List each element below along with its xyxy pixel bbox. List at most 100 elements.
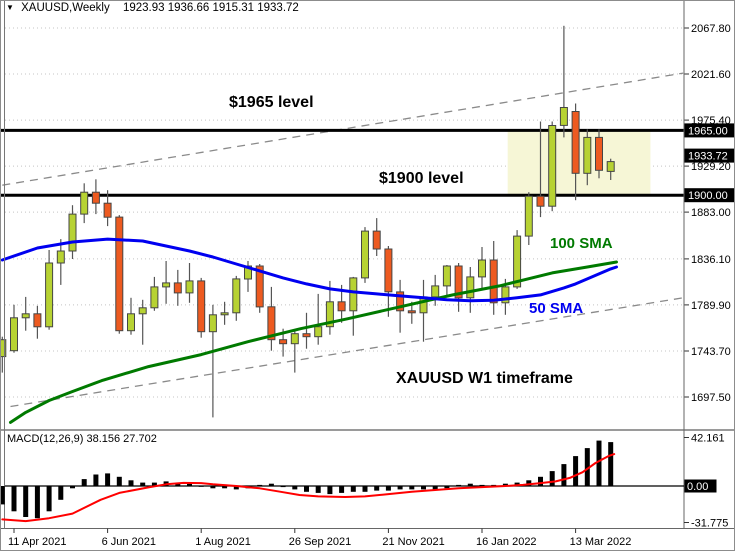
candle-body [314,326,323,338]
macd-histogram-bar [116,476,122,486]
candle [431,274,440,306]
macd-histogram-bar [502,483,508,486]
price-axis-label: 1929.20 [691,161,731,173]
candle-body [197,280,206,333]
level-price-label: 1900.00 [688,190,728,202]
macd-histogram-bar [81,479,87,486]
candle-body [454,265,463,299]
macd-histogram-bar [105,473,111,486]
candle [466,267,475,313]
sma50-line [0,237,618,303]
candle-body [138,307,147,315]
candle-body [267,306,276,341]
candle-body [548,125,557,207]
candle-body [571,111,580,174]
candle [115,215,124,334]
candle-body [583,136,592,174]
date-axis-label: 11 Apr 2021 [8,536,67,548]
candle-body [442,265,451,287]
price-axis-label: 1743.70 [691,346,731,358]
macd-histogram-bar [210,486,216,489]
candle [302,312,311,349]
candle-body [478,259,486,278]
candle-body [33,313,42,328]
level-price-label: 1965.00 [688,125,728,137]
candle-body [431,285,440,298]
macd-histogram-bar [187,483,192,486]
macd-histogram-bar [350,486,356,492]
macd-histogram-bar [421,486,426,490]
macd-histogram-bar [46,486,52,512]
candle [150,276,159,311]
date-axis-label: 1 Aug 2021 [195,536,251,548]
candle-body [21,313,30,319]
price-axis-label: 1697.50 [691,392,731,404]
macd-histogram-bar [257,484,263,486]
candle [372,218,381,256]
macd-histogram-bar [58,486,64,500]
macd-histogram-bar [280,486,286,488]
candle [208,304,217,418]
candle-body [466,276,475,299]
candle-body [290,333,299,345]
current-price-label: 1933.72 [688,151,728,163]
candle [489,241,498,315]
candle [185,263,194,303]
date-axis-label: 21 Nov 2021 [382,536,444,548]
sma100-line [9,260,618,424]
macd-zero-label: 0.00 [687,481,708,493]
candle-body [10,317,18,352]
candle-body [513,235,522,288]
macd-histogram-bar [23,486,29,517]
candle [513,230,522,289]
candle [361,227,369,283]
macd-histogram-bar [538,476,543,486]
macd-scale-min-label: -31.775 [691,518,728,530]
candle [91,179,100,215]
candle [548,121,557,212]
candle-body [396,291,405,312]
macd-histogram-bar [222,486,228,489]
candle-body [361,230,369,279]
candle-body [173,282,182,294]
candle [290,329,299,373]
candle-body [606,161,615,172]
candle-body [220,312,229,316]
macd-histogram-bar [573,456,579,486]
symbol-dropdown-icon[interactable]: ▼ [6,3,14,12]
macd-histogram-bar [456,484,462,486]
macd-histogram-bar [444,486,450,489]
timeframe-annotation: XAUUSD W1 timeframe [396,370,573,387]
candle [478,247,486,289]
candle [0,336,7,373]
price-axis-label: 1836.10 [691,254,731,266]
macd-histogram-bar [339,486,345,493]
candle [197,277,206,338]
level-price-box [684,188,735,203]
candle-body [68,213,77,252]
macd-histogram-bar [292,486,298,490]
price-axis-label: 2067.80 [691,23,731,35]
macd-signal-line [1,453,616,523]
candle-body [185,280,194,294]
candle [606,158,615,180]
candle [454,263,463,312]
macd-histogram-bar [432,486,438,490]
macd-histogram-bar [327,486,333,495]
macd-histogram-bar [315,486,321,493]
candle-body [489,259,498,304]
chart-title-bar: ▼ XAUUSD,Weekly 1923.93 1936.66 1915.31 … [6,2,299,14]
candle [349,276,358,336]
date-axis-label: 26 Sep 2021 [289,536,351,548]
candle [559,25,568,138]
candle [127,297,135,335]
candle-body [150,286,159,309]
candle-body [208,314,217,333]
macd-histogram-bar [561,464,567,486]
macd-histogram-bar [233,486,239,490]
macd-histogram-bar [70,486,75,489]
date-axis-label: 6 Jun 2021 [102,536,156,548]
candle-body [255,265,264,308]
level-1965-annotation: $1965 level [229,94,314,111]
